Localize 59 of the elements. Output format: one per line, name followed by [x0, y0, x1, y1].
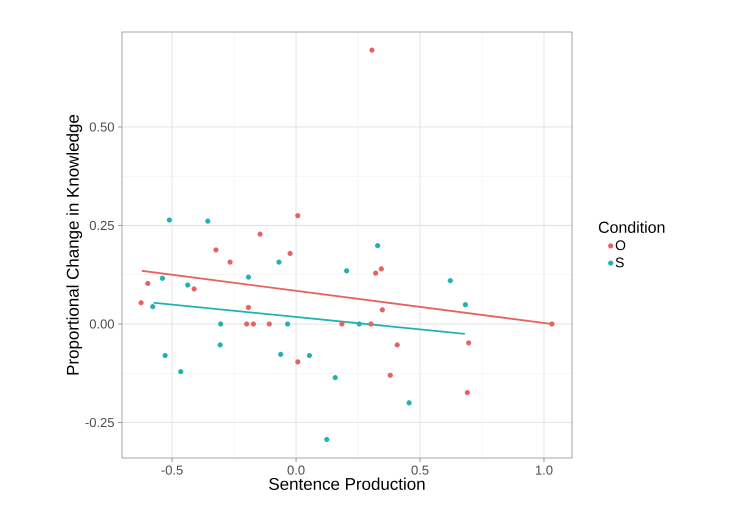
point: [295, 213, 300, 218]
x-tick-label: 1.0: [536, 466, 552, 475]
y-tick-label: -0.25: [86, 418, 114, 428]
point: [356, 321, 362, 327]
point: [466, 340, 472, 346]
point: [388, 372, 393, 378]
point: [285, 321, 290, 327]
point: [278, 352, 284, 357]
x-tick-label: -0.5: [162, 466, 183, 475]
point: [373, 270, 378, 276]
point: [138, 300, 144, 306]
point: [295, 359, 300, 364]
point: [406, 400, 412, 406]
point: [368, 321, 374, 327]
point: [462, 302, 468, 308]
point: [276, 260, 282, 265]
legend-label: O: [616, 240, 626, 250]
point: [244, 321, 250, 327]
y-tick-label: 0.25: [90, 220, 114, 230]
point: [288, 250, 293, 256]
point: [344, 268, 350, 274]
point: [218, 342, 223, 348]
y-tick-label: 0.50: [90, 122, 114, 132]
point: [246, 274, 252, 280]
point: [185, 282, 190, 288]
legend-label: S: [616, 257, 624, 268]
point: [145, 280, 150, 286]
point: [160, 276, 166, 281]
point: [218, 321, 224, 327]
point: [246, 304, 252, 310]
point: [250, 321, 256, 327]
y-axis-title: Proportional Change in Knowledge: [66, 114, 82, 374]
point: [549, 321, 555, 327]
point: [394, 342, 400, 348]
point: [380, 307, 385, 312]
point: [150, 304, 156, 310]
legend-title: Condition: [598, 221, 664, 233]
point: [258, 232, 263, 237]
y-tick-label: 0.00: [90, 319, 114, 329]
point: [339, 321, 345, 327]
point: [166, 217, 172, 223]
point: [228, 260, 233, 265]
point: [266, 321, 272, 327]
point: [369, 48, 375, 53]
point: [306, 352, 312, 358]
point: [178, 369, 184, 374]
point: [464, 390, 470, 396]
point: [375, 242, 380, 248]
point: [378, 266, 384, 272]
point: [332, 375, 338, 380]
point: [192, 286, 197, 292]
point: [324, 436, 330, 442]
point: [162, 352, 168, 358]
x-tick-label: 0.0: [288, 466, 305, 475]
point: [205, 218, 210, 224]
point: [448, 278, 453, 284]
x-axis-title: Sentence Production: [269, 478, 424, 490]
point: [213, 247, 219, 253]
x-tick-label: 0.5: [412, 466, 428, 475]
